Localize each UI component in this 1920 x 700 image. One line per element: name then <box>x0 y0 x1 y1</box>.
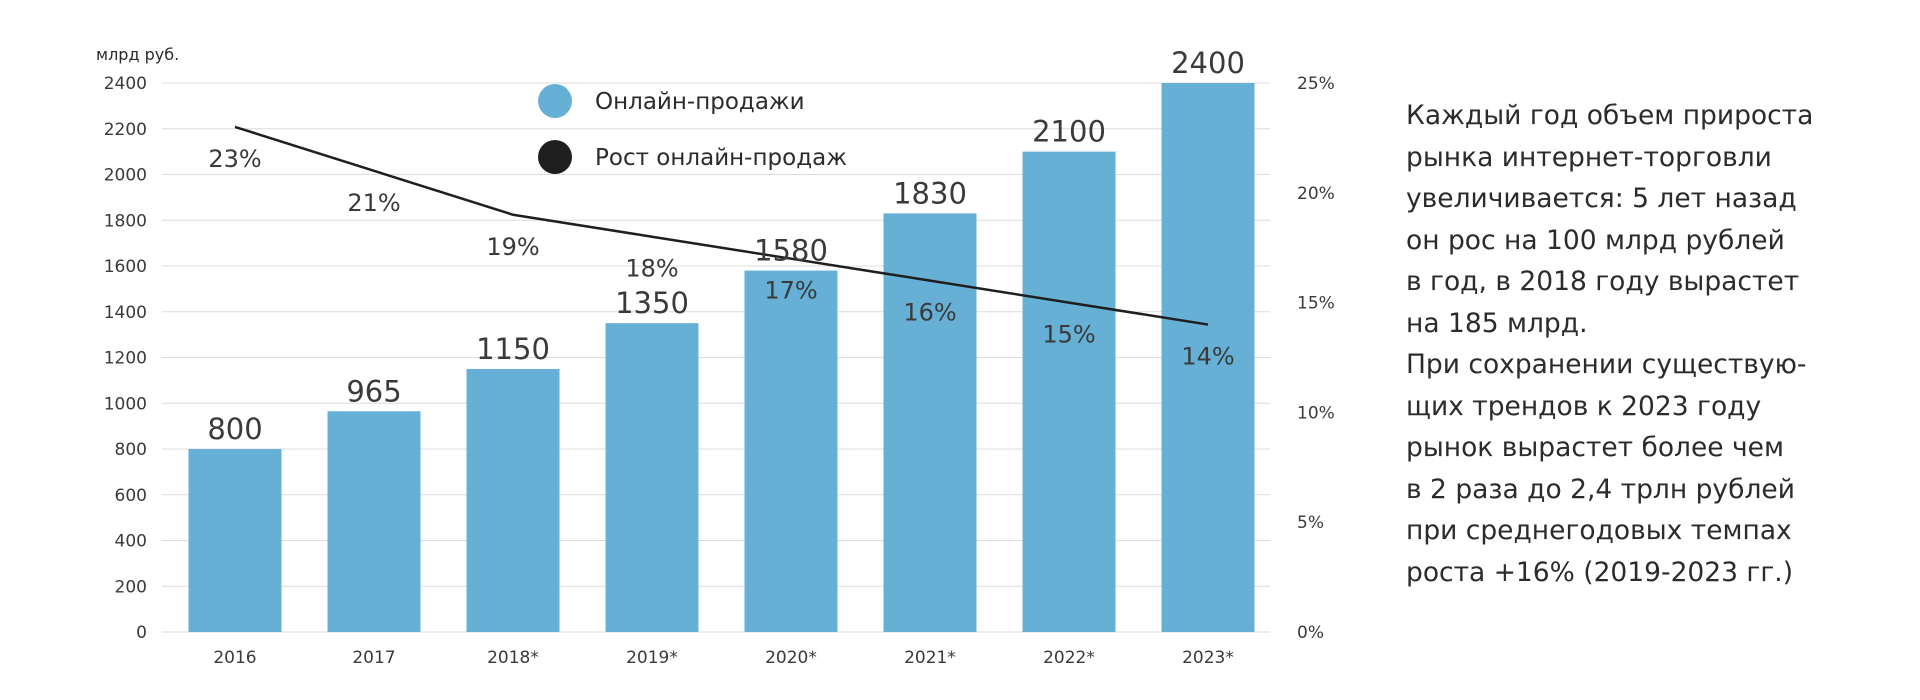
bar-value-label: 1150 <box>476 332 550 366</box>
growth-value-label: 23% <box>208 145 261 173</box>
y-left-tick-label: 1000 <box>104 394 147 414</box>
growth-value-label: 21% <box>347 189 400 217</box>
commentary-line: рынок вырастет более чем <box>1406 432 1784 463</box>
y-left-tick-label: 800 <box>115 440 147 460</box>
bars <box>188 83 1255 632</box>
y-left-tick-label: 1600 <box>104 257 147 277</box>
y-left-tick-label: 600 <box>115 486 147 506</box>
x-tick-label: 2016 <box>213 648 256 668</box>
growth-line-group <box>234 125 1209 326</box>
x-tick-label: 2022* <box>1043 648 1095 668</box>
bar <box>883 213 977 632</box>
bar <box>1161 83 1255 632</box>
growth-value-label: 17% <box>764 277 817 305</box>
commentary-line: роста +16% (2019-2023 гг.) <box>1406 556 1794 588</box>
y-right-tick-label: 10% <box>1297 403 1335 423</box>
commentary-line: увеличивается: 5 лет назад <box>1406 183 1797 214</box>
x-tick-label: 2017 <box>352 648 395 668</box>
legend-line-swatch <box>538 140 572 174</box>
y-left-tick-label: 2400 <box>104 74 147 94</box>
x-tick-label: 2019* <box>626 648 678 668</box>
bar-value-label: 1350 <box>615 286 689 320</box>
legend-bar-label: Онлайн-продажи <box>595 89 805 115</box>
bar <box>744 270 838 632</box>
y-left-tick-label: 1400 <box>104 303 147 323</box>
bar-value-label: 965 <box>346 374 401 408</box>
y-left-tick-label: 1800 <box>104 211 147 231</box>
bar-value-label: 1830 <box>893 176 967 210</box>
y-right-tick-label: 0% <box>1297 623 1324 643</box>
growth-value-label: 19% <box>486 233 539 261</box>
y-left-tick-label: 2000 <box>104 166 147 186</box>
commentary-line: щих трендов к 2023 году <box>1406 390 1762 422</box>
bar-value-label: 2100 <box>1032 115 1106 149</box>
growth-value-label: 18% <box>625 255 678 283</box>
legend-bar-swatch <box>538 84 572 118</box>
growth-line <box>234 125 1209 326</box>
bar <box>466 368 560 632</box>
y-left-tick-label: 2200 <box>104 120 147 140</box>
x-tick-label: 2023* <box>1182 648 1234 668</box>
y-left-tick-label: 0 <box>136 623 147 643</box>
commentary-line: При сохранении существую- <box>1406 349 1807 380</box>
y-right-tick-label: 25% <box>1297 74 1335 94</box>
bar-value-label: 2400 <box>1171 46 1245 80</box>
growth-value-label: 14% <box>1181 343 1234 371</box>
legend: Онлайн-продажи Рост онлайн-продаж <box>538 84 847 174</box>
legend-line-label: Рост онлайн-продаж <box>595 145 847 171</box>
y-left-tick-label: 1200 <box>104 349 147 369</box>
y-right-tick-label: 5% <box>1297 513 1324 533</box>
commentary-line: рынка интернет-торговли <box>1406 141 1772 173</box>
x-tick-label: 2020* <box>765 648 817 668</box>
growth-value-label: 15% <box>1042 321 1095 349</box>
y-left-tick-label: 400 <box>115 532 147 552</box>
commentary-line: при среднегодовых темпах <box>1406 515 1792 546</box>
commentary-line: на 185 млрд. <box>1406 307 1588 339</box>
commentary-line: Каждый год объем прироста <box>1406 100 1814 131</box>
sales-chart: 800 965 1150 1350 1580 1830 2100 2400 23% 21% 19% 1… <box>96 45 1335 668</box>
y-left-tick-label: 200 <box>115 577 147 597</box>
commentary-line: он рос на 100 млрд рублей <box>1406 224 1785 256</box>
bar-value-label: 800 <box>207 412 262 446</box>
bar <box>327 411 421 632</box>
y-right-tick-label: 20% <box>1297 184 1335 204</box>
bar <box>1022 151 1116 632</box>
bar <box>605 323 699 632</box>
x-tick-label: 2018* <box>487 648 539 668</box>
x-tick-label: 2021* <box>904 648 956 668</box>
bar-value-label: 1580 <box>754 234 828 268</box>
commentary-line: в 2 раза до 2,4 трлн рублей <box>1406 473 1795 505</box>
growth-value-label: 16% <box>903 299 956 327</box>
commentary-line: в год, в 2018 году вырастет <box>1406 266 1800 297</box>
data-labels: 800 965 1150 1350 1580 1830 2100 2400 23% 21% 19% 1… <box>207 46 1245 446</box>
market-commentary: Каждый год объем прироста рынка интернет-… <box>1406 95 1906 593</box>
y-right-tick-label: 15% <box>1297 294 1335 314</box>
bar <box>188 449 282 632</box>
axes: 0 200 400 600 800 1000 1200 1400 1600 1800 2000 220… <box>104 74 1335 668</box>
y-axis-unit-label: млрд руб. <box>96 45 179 64</box>
